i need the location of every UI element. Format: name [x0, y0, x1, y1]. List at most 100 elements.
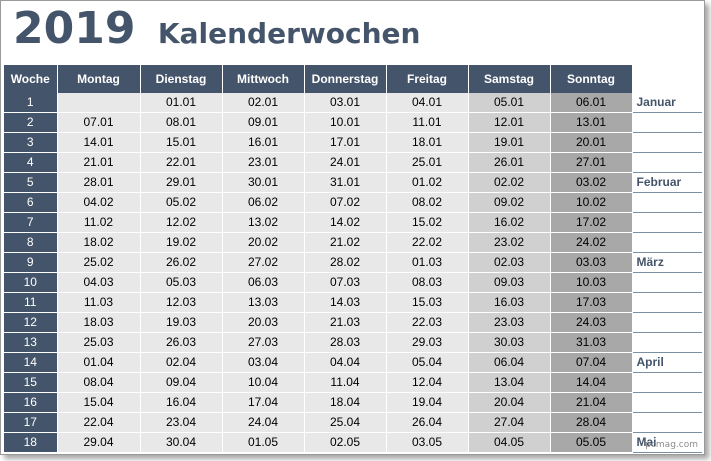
date-cell: 16.03 — [468, 292, 551, 313]
date-cell: 26.04 — [386, 412, 469, 433]
date-cell: 25.01 — [386, 152, 469, 173]
date-cell: 18.02 — [57, 232, 141, 253]
date-cell: 08.04 — [57, 372, 141, 393]
date-cell: 07.03 — [304, 272, 387, 293]
date-cell: 13.02 — [222, 212, 305, 233]
header-row: Woche Montag Dienstag Mittwoch Donnersta… — [4, 65, 702, 93]
column-header-wednesday: Mittwoch — [222, 65, 305, 93]
column-header-thursday: Donnerstag — [304, 65, 387, 93]
date-cell: 14.03 — [304, 292, 387, 313]
table-row: 6 04.02 05.02 06.02 07.02 08.02 09.02 10.02 — [4, 192, 702, 213]
date-cell: 03.02 — [550, 172, 633, 193]
week-number-cell: 14 — [4, 352, 58, 373]
week-number-cell: 2 — [4, 112, 58, 133]
week-number-cell: 5 — [4, 172, 58, 193]
date-cell: 23.02 — [468, 232, 551, 253]
date-cell: 01.02 — [386, 172, 469, 193]
date-cell: 07.02 — [304, 192, 387, 213]
table-row: 11 11.03 12.03 13.03 14.03 15.03 16.03 17.03 — [4, 292, 702, 313]
date-cell: 27.01 — [550, 152, 633, 173]
month-label-cell: April — [632, 352, 702, 373]
date-cell: 25.03 — [57, 332, 141, 353]
date-cell: 13.03 — [222, 292, 305, 313]
date-cell: 01.03 — [386, 252, 469, 273]
date-cell: 02.01 — [222, 93, 305, 113]
table-row: 5 28.01 29.01 30.01 31.01 01.02 02.02 03.02 Febr… — [4, 172, 702, 193]
table-row: 9 25.02 26.02 27.02 28.02 01.03 02.03 03.03 März — [4, 252, 702, 273]
date-cell: 31.01 — [304, 172, 387, 193]
date-cell: 15.03 — [386, 292, 469, 313]
date-cell: 21.04 — [550, 392, 633, 413]
date-cell: 26.01 — [468, 152, 551, 173]
date-cell: 07.01 — [57, 112, 141, 133]
week-number-cell: 11 — [4, 292, 58, 313]
week-number-cell: 7 — [4, 212, 58, 233]
date-cell: 08.01 — [140, 112, 223, 133]
date-cell: 22.04 — [57, 412, 141, 433]
table-row: 13 25.03 26.03 27.03 28.03 29.03 30.03 31.03 — [4, 332, 702, 353]
date-cell: 05.02 — [140, 192, 223, 213]
month-label-cell — [632, 392, 702, 413]
date-cell: 19.03 — [140, 312, 223, 333]
table-row: 3 14.01 15.01 16.01 17.01 18.01 19.01 20.01 — [4, 132, 702, 153]
date-cell: 12.01 — [468, 112, 551, 133]
date-cell: 30.03 — [468, 332, 551, 353]
date-cell: 14.01 — [57, 132, 141, 153]
date-cell: 30.01 — [222, 172, 305, 193]
date-cell: 11.01 — [386, 112, 469, 133]
calendar-table: Woche Montag Dienstag Mittwoch Donnersta… — [4, 65, 702, 453]
date-cell: 02.02 — [468, 172, 551, 193]
month-label-cell: März — [632, 252, 702, 273]
date-cell: 21.03 — [304, 312, 387, 333]
date-cell: 25.04 — [304, 412, 387, 433]
table-row: 12 18.03 19.03 20.03 21.03 22.03 23.03 24.03 — [4, 312, 702, 333]
date-cell: 04.01 — [386, 93, 469, 113]
month-label-cell: Januar — [632, 93, 702, 113]
date-cell: 15.02 — [386, 212, 469, 233]
date-cell: 10.03 — [550, 272, 633, 293]
year-title: 2019 — [13, 3, 136, 54]
column-header-saturday: Samstag — [468, 65, 551, 93]
date-cell: 03.04 — [222, 352, 305, 373]
date-cell: 01.01 — [140, 93, 223, 113]
week-number-cell: 8 — [4, 232, 58, 253]
date-cell: 29.01 — [140, 172, 223, 193]
date-cell: 05.05 — [550, 432, 633, 453]
table-row: 18 29.04 30.04 01.05 02.05 03.05 04.05 05.05 Mai — [4, 432, 702, 453]
date-cell: 06.01 — [550, 93, 633, 113]
date-cell: 13.01 — [550, 112, 633, 133]
week-number-cell: 6 — [4, 192, 58, 213]
week-number-cell: 1 — [4, 93, 58, 113]
date-cell: 21.02 — [304, 232, 387, 253]
date-cell: 05.04 — [386, 352, 469, 373]
date-cell: 19.02 — [140, 232, 223, 253]
date-cell: 16.01 — [222, 132, 305, 153]
week-number-cell: 17 — [4, 412, 58, 433]
column-header-sunday: Sonntag — [550, 65, 633, 93]
date-cell: 12.02 — [140, 212, 223, 233]
date-cell: 27.02 — [222, 252, 305, 273]
date-cell: 20.04 — [468, 392, 551, 413]
date-cell: 01.04 — [57, 352, 141, 373]
date-cell: 18.03 — [57, 312, 141, 333]
date-cell: 17.04 — [222, 392, 305, 413]
date-cell: 16.04 — [140, 392, 223, 413]
date-cell: 27.03 — [222, 332, 305, 353]
date-cell: 14.02 — [304, 212, 387, 233]
date-cell: 16.02 — [468, 212, 551, 233]
week-number-cell: 9 — [4, 252, 58, 273]
week-number-cell: 15 — [4, 372, 58, 393]
month-label-cell — [632, 232, 702, 253]
month-label-cell — [632, 292, 702, 313]
month-label-cell — [632, 312, 702, 333]
date-cell: 31.03 — [550, 332, 633, 353]
table-row: 17 22.04 23.04 24.04 25.04 26.04 27.04 28.04 — [4, 412, 702, 433]
month-label-cell: Mai — [632, 432, 702, 453]
date-cell: 09.01 — [222, 112, 305, 133]
month-column-header — [632, 65, 702, 93]
date-cell: 03.01 — [304, 93, 387, 113]
month-label-cell — [632, 152, 702, 173]
date-cell: 29.04 — [57, 432, 141, 453]
column-header-friday: Freitag — [386, 65, 469, 93]
date-cell: 20.02 — [222, 232, 305, 253]
